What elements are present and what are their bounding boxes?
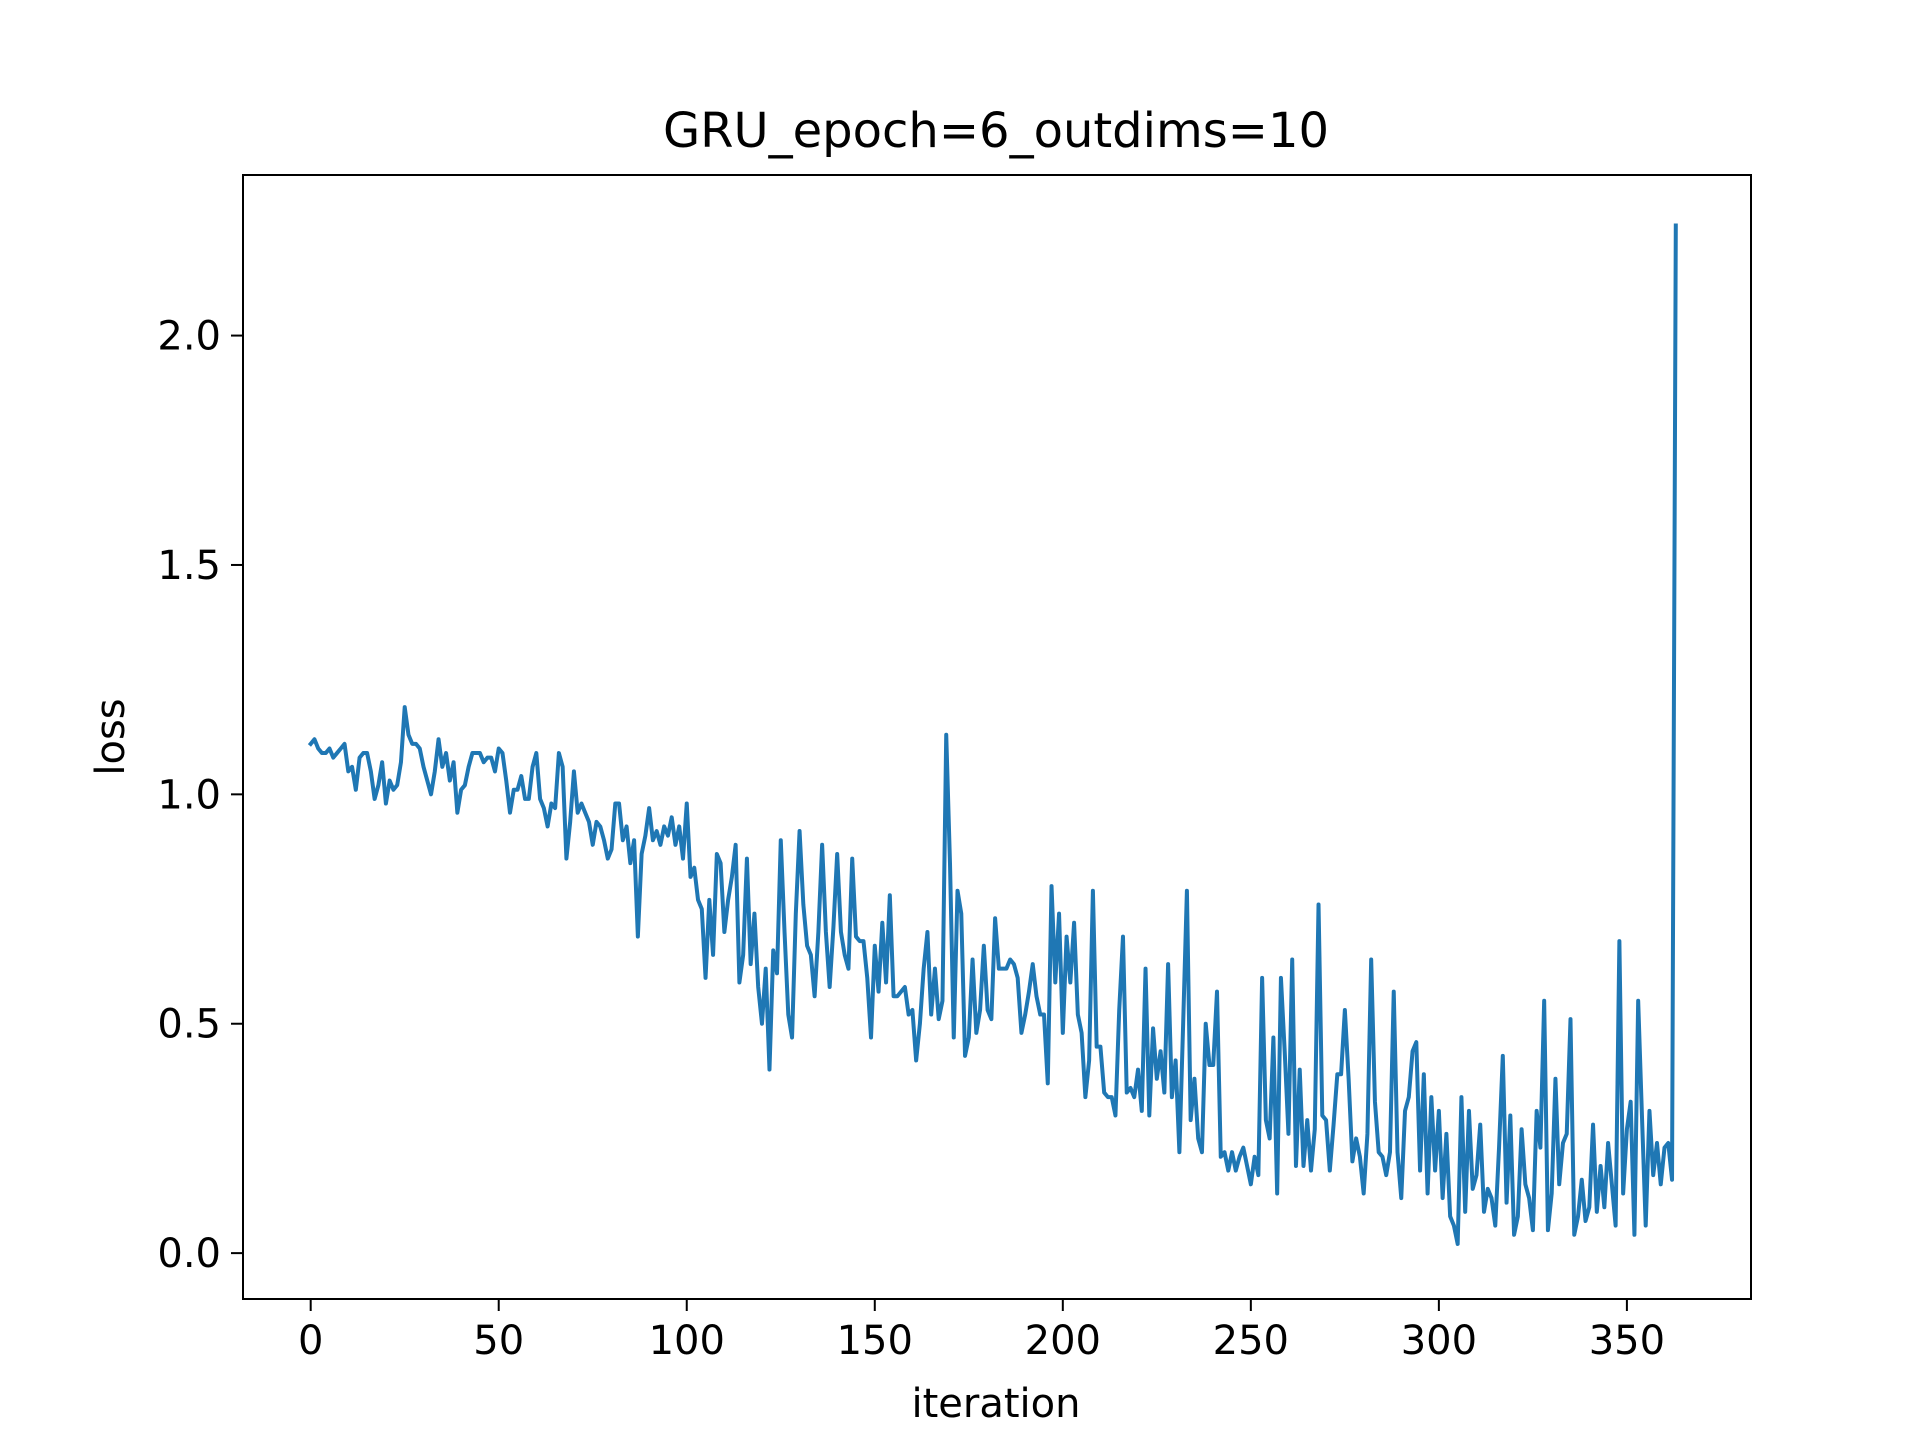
y-tick-label: 2.0 bbox=[157, 314, 221, 360]
x-axis: 0 50 100 150 200 250 300 350 bbox=[298, 1299, 1665, 1364]
y-axis-label: loss bbox=[88, 698, 134, 775]
y-tick-label: 0.0 bbox=[157, 1231, 221, 1277]
plot-area bbox=[307, 223, 1678, 1246]
chart-title: GRU_epoch=6_outdims=10 bbox=[663, 103, 1329, 159]
x-axis-label: iteration bbox=[912, 1381, 1081, 1427]
x-tick-label: 0 bbox=[298, 1318, 323, 1364]
x-tick-label: 50 bbox=[473, 1318, 524, 1364]
y-axis: 0.0 0.5 1.0 1.5 2.0 bbox=[157, 314, 243, 1277]
axes-frame bbox=[242, 174, 1752, 1300]
x-tick-label: 300 bbox=[1401, 1318, 1477, 1364]
x-tick-label: 250 bbox=[1213, 1318, 1289, 1364]
x-tick-label: 100 bbox=[649, 1318, 725, 1364]
x-tick-label: 200 bbox=[1025, 1318, 1101, 1364]
y-tick-label: 1.5 bbox=[157, 543, 221, 589]
x-tick-label: 150 bbox=[837, 1318, 913, 1364]
y-tick-label: 1.0 bbox=[157, 772, 221, 818]
y-tick-label: 0.5 bbox=[157, 1002, 221, 1048]
series-line-loss bbox=[307, 223, 1678, 1246]
x-tick-label: 350 bbox=[1589, 1318, 1665, 1364]
